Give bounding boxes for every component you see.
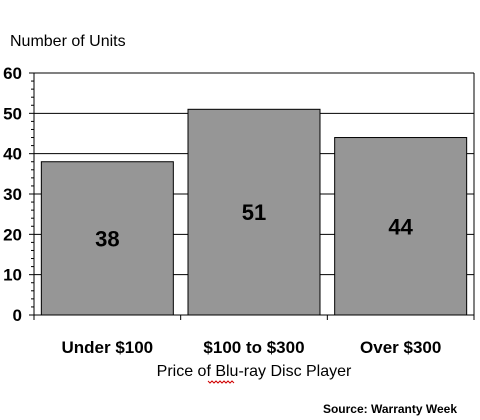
data-label: 38 xyxy=(95,226,119,251)
bar xyxy=(334,137,468,316)
x-axis-title: Price of Blu-ray Disc Player xyxy=(157,363,352,380)
x-category-label: Under $100 xyxy=(61,338,153,357)
data-label: 51 xyxy=(242,200,266,225)
x-category-label: Over $300 xyxy=(360,338,441,357)
y-tick-labels: 0 10 20 30 40 50 60 xyxy=(3,64,22,325)
axes xyxy=(29,72,475,320)
y-tick-label: 20 xyxy=(3,225,22,244)
source-note: Source: Warranty Week xyxy=(323,402,457,416)
y-tick-label: 10 xyxy=(3,266,22,285)
x-category-labels: Under $100 $100 to $300 Over $300 xyxy=(61,338,441,357)
data-label: 44 xyxy=(388,214,413,239)
chart-title: Number of Units xyxy=(10,33,126,50)
y-tick-label: 40 xyxy=(3,145,22,164)
data-labels: 38 51 44 xyxy=(95,200,414,251)
x-category-label: $100 to $300 xyxy=(203,338,304,357)
y-tick-label: 50 xyxy=(3,104,22,123)
y-tick-label: 0 xyxy=(13,306,22,325)
bars xyxy=(40,108,468,316)
bar xyxy=(187,108,321,316)
spellcheck-underline xyxy=(207,380,235,384)
y-tick-label: 60 xyxy=(3,64,22,83)
y-tick-label: 30 xyxy=(3,185,22,204)
